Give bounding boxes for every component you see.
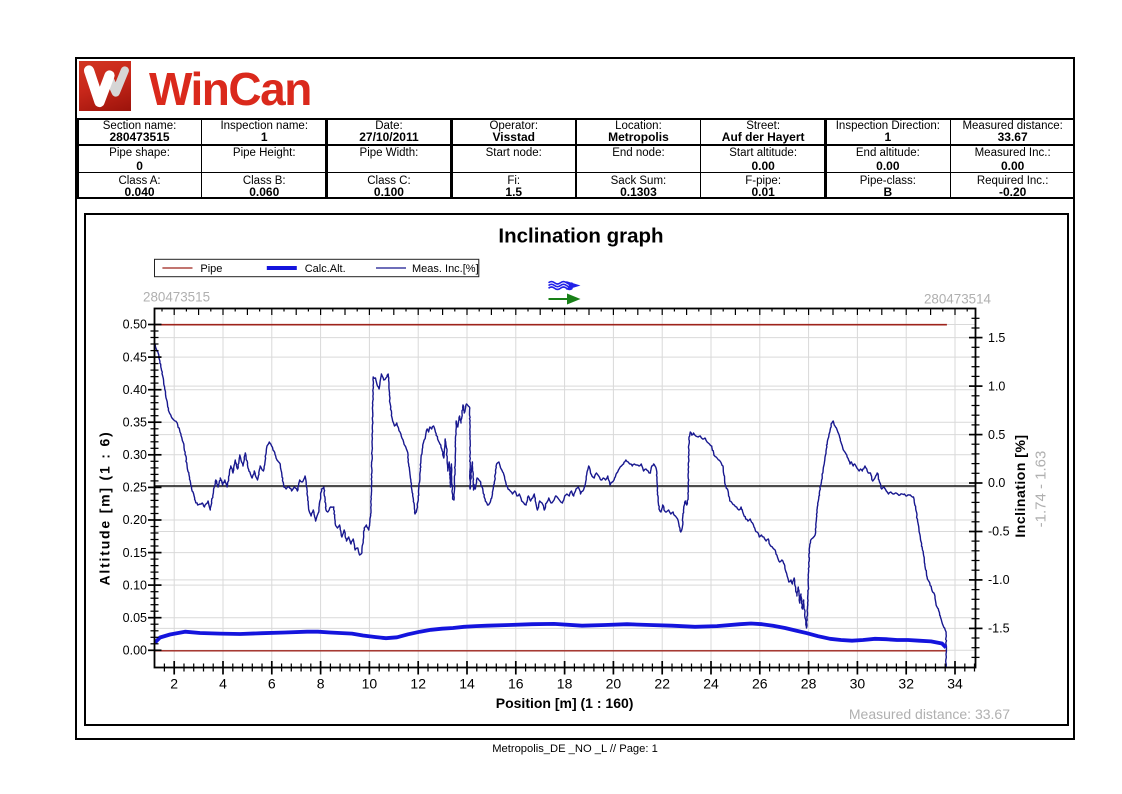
svg-text:0.0: 0.0	[988, 476, 1005, 490]
svg-text:0.25: 0.25	[123, 481, 147, 495]
svg-text:0.30: 0.30	[123, 448, 147, 462]
svg-text:Calc.Alt.: Calc.Alt.	[305, 263, 346, 275]
svg-text:20: 20	[606, 676, 622, 692]
svg-text:34: 34	[947, 676, 963, 692]
svg-text:280473514: 280473514	[924, 292, 992, 307]
svg-text:0.40: 0.40	[123, 383, 147, 397]
svg-text:-1.0: -1.0	[988, 573, 1010, 587]
svg-text:32: 32	[898, 676, 914, 692]
svg-text:0.5: 0.5	[988, 428, 1005, 442]
svg-text:Meas. Inc.[%]: Meas. Inc.[%]	[412, 263, 479, 275]
svg-text:28: 28	[801, 676, 817, 692]
svg-text:1.5: 1.5	[988, 331, 1005, 345]
svg-text:0.15: 0.15	[123, 546, 147, 560]
svg-text:Altitude [m] (1 : 6): Altitude [m] (1 : 6)	[96, 431, 112, 586]
svg-text:24: 24	[703, 676, 719, 692]
svg-text:-0.5: -0.5	[988, 525, 1010, 539]
svg-text:30: 30	[850, 676, 866, 692]
svg-text:6: 6	[268, 676, 276, 692]
svg-text:4: 4	[219, 676, 227, 692]
svg-text:10: 10	[362, 676, 378, 692]
svg-text:0.20: 0.20	[123, 513, 147, 527]
svg-text:0.05: 0.05	[123, 611, 147, 625]
svg-text:0.50: 0.50	[123, 318, 147, 332]
svg-text:Inclination [%]: Inclination [%]	[1012, 434, 1028, 537]
svg-text:18: 18	[557, 676, 573, 692]
svg-text:22: 22	[654, 676, 670, 692]
svg-text:Measured distance: 33.67: Measured distance: 33.67	[849, 706, 1010, 722]
svg-text:Pipe: Pipe	[200, 263, 222, 275]
svg-text:8: 8	[317, 676, 325, 692]
svg-text:14: 14	[459, 676, 475, 692]
svg-text:Inclination graph: Inclination graph	[498, 225, 663, 248]
svg-text:16: 16	[508, 676, 524, 692]
svg-text:2: 2	[170, 676, 178, 692]
svg-text:-1.74 - 1.63: -1.74 - 1.63	[1033, 451, 1050, 528]
svg-text:-1.5: -1.5	[988, 622, 1010, 636]
svg-text:280473515: 280473515	[143, 290, 210, 305]
svg-text:26: 26	[752, 676, 768, 692]
svg-text:12: 12	[410, 676, 426, 692]
svg-text:Position [m] (1 : 160): Position [m] (1 : 160)	[496, 695, 634, 711]
svg-text:0.10: 0.10	[123, 578, 147, 592]
svg-text:0.00: 0.00	[123, 644, 147, 658]
svg-text:0.45: 0.45	[123, 350, 147, 364]
svg-text:0.35: 0.35	[123, 415, 147, 429]
svg-text:1.0: 1.0	[988, 379, 1005, 393]
